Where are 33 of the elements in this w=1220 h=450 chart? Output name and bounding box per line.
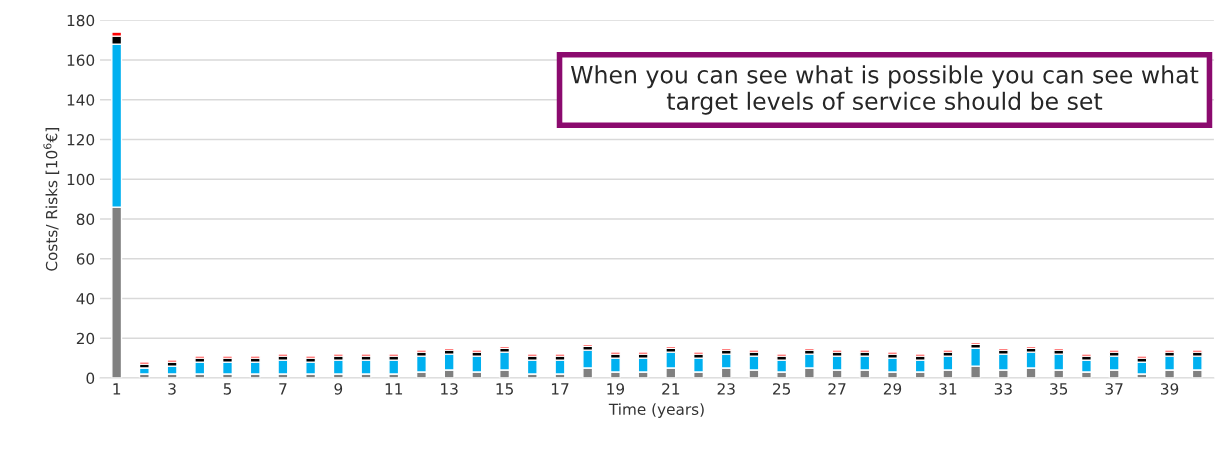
- y-tick-label: 80: [76, 213, 95, 226]
- annotation: When you can see what is possible you can see what target levels of service should be set: [570, 65, 1199, 115]
- x-tick-label: 7: [279, 383, 287, 395]
- x-tick-label: 11: [385, 383, 403, 395]
- x-tick-label: 21: [662, 383, 680, 395]
- y-tick-label: 100: [67, 173, 95, 186]
- x-tick-label: 9: [334, 383, 343, 395]
- x-tick-label: 29: [883, 383, 902, 395]
- y-tick-label: 20: [76, 332, 95, 345]
- y-tick-label: 0: [86, 372, 95, 385]
- y-tick-label: 140: [67, 94, 95, 106]
- x-tick-label: 19: [607, 383, 625, 395]
- x-tick-label: 17: [551, 383, 569, 395]
- x-tick-label: 23: [717, 383, 735, 395]
- y-tick-label: 60: [76, 253, 95, 265]
- x-tick-label: 13: [441, 383, 458, 395]
- y-tick-label: 160: [67, 54, 95, 67]
- x-tick-label: 37: [1105, 383, 1123, 395]
- x-axis-title: Time (years): [608, 403, 704, 418]
- x-tick-label: 5: [223, 383, 232, 395]
- x-tick-label: 31: [939, 383, 957, 395]
- y-axis-title: Costs/ Risks [10$^{6}$€]: [43, 128, 60, 271]
- x-tick-label: 15: [496, 383, 513, 395]
- y-tick-label: 120: [67, 133, 95, 146]
- x-tick-label: 27: [828, 383, 846, 395]
- x-tick-label: 1: [113, 383, 121, 395]
- x-tick-label: 39: [1161, 383, 1179, 395]
- y-tick-label: 40: [76, 292, 95, 305]
- x-tick-label: 25: [773, 383, 791, 395]
- x-tick-label: 35: [1050, 383, 1068, 395]
- x-tick-label: 3: [168, 383, 176, 395]
- x-tick-label: 33: [994, 383, 1012, 395]
- y-tick-label: 180: [67, 14, 95, 27]
